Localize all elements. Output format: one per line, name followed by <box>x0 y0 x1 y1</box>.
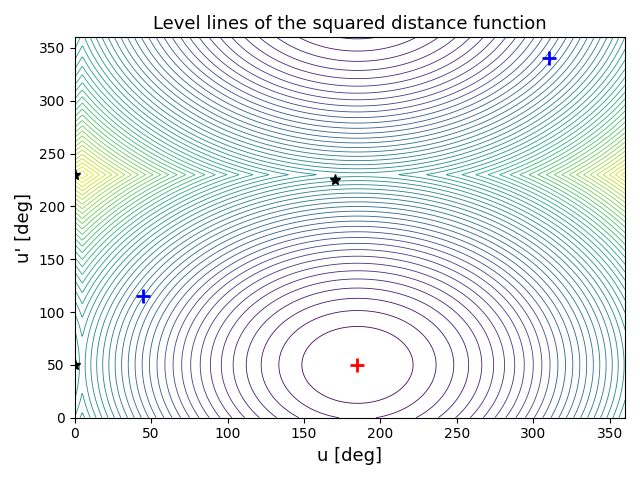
Y-axis label: u' [deg]: u' [deg] <box>15 192 33 263</box>
Title: Level lines of the squared distance function: Level lines of the squared distance func… <box>153 15 547 33</box>
X-axis label: u [deg]: u [deg] <box>317 447 382 465</box>
